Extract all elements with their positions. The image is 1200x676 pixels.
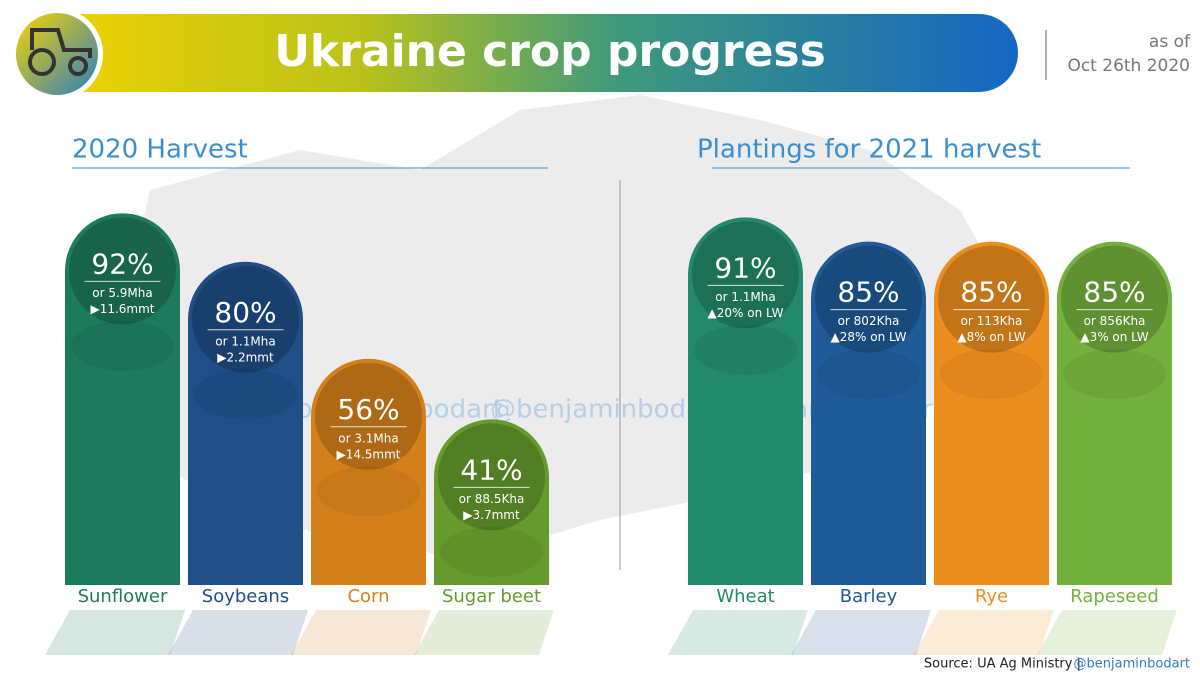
bar-note: ▶2.2mmt [217, 350, 274, 364]
bar-badge [438, 423, 545, 531]
bar-note: or 3.1Mha [338, 431, 399, 445]
section-title: 2020 Harvest [72, 135, 248, 165]
bar-shadow [440, 526, 543, 577]
bar-note: ▲3% on LW [1080, 330, 1148, 344]
value-label: 91% [714, 251, 776, 284]
bar-note: or 5.9Mha [92, 286, 153, 300]
bar-badge [815, 245, 922, 353]
category-label: Sunflower [78, 586, 168, 607]
label-plate [168, 610, 308, 655]
bar-badge [692, 221, 799, 329]
bar-badge [315, 362, 422, 470]
bar-note: or 1.1Mha [215, 334, 276, 348]
bar-note: or 1.1Mha [715, 290, 776, 304]
category-label: Rapeseed [1070, 586, 1159, 607]
handle: @benjaminbodart [1074, 657, 1190, 672]
category-label: Corn [347, 586, 389, 607]
bar [65, 213, 180, 585]
bar [311, 358, 426, 585]
tractor-icon [28, 28, 92, 76]
bar [188, 261, 303, 585]
bar-badge [192, 265, 299, 373]
label-plate [668, 610, 808, 655]
category-label: Soybeans [202, 586, 289, 607]
bar-note: ▲28% on LW [831, 330, 907, 344]
source: Source: UA Ag Ministry | [924, 657, 1081, 672]
value-label: 85% [1083, 276, 1145, 309]
bar-note: ▲8% on LW [957, 330, 1025, 344]
date: Oct 26th 2020 [1067, 56, 1190, 76]
bar-note: ▶11.6mmt [90, 302, 154, 316]
bar [811, 241, 926, 585]
label-plate [914, 610, 1054, 655]
label-plate [414, 610, 554, 655]
watermark: @benjaminbodart [490, 395, 723, 425]
bar [434, 419, 549, 585]
value-label: 85% [837, 276, 899, 309]
bar [688, 217, 803, 585]
bar-shadow [71, 320, 174, 371]
bar-note: or 88.5Kha [459, 492, 525, 506]
category-label: Rye [975, 586, 1008, 607]
icon-disc [16, 13, 98, 95]
bar-badge [938, 245, 1045, 353]
value-label: 85% [960, 276, 1022, 309]
category-label: Wheat [716, 586, 774, 607]
bar-shadow [194, 369, 297, 420]
value-label: 56% [337, 393, 399, 426]
bar-note: or 802Kha [838, 314, 900, 328]
bar-note: or 856Kha [1084, 314, 1146, 328]
bar-note: or 113Kha [961, 314, 1023, 328]
bar-shadow [317, 466, 420, 517]
bar [1057, 241, 1172, 585]
bar-badge [69, 217, 176, 325]
category-label: Barley [840, 586, 898, 607]
as-of: as of [1149, 32, 1191, 52]
header-banner [12, 14, 1018, 92]
section-title: Plantings for 2021 harvest [697, 135, 1041, 165]
label-plate [791, 610, 931, 655]
bar [933, 241, 1049, 585]
value-label: 92% [91, 247, 153, 280]
bar-shadow [940, 349, 1043, 400]
bar-badge [1061, 245, 1168, 353]
value-label: 41% [460, 453, 522, 486]
label-plate [291, 610, 431, 655]
label-plate [1037, 610, 1177, 655]
page-title: Ukraine crop progress [274, 26, 826, 77]
bar-shadow [817, 349, 920, 400]
label-plate [45, 610, 185, 655]
bar-note: ▶14.5mmt [336, 447, 400, 461]
bar-shadow [1063, 349, 1166, 400]
bar-note: ▶3.7mmt [463, 508, 520, 522]
bar-note: ▲20% on LW [708, 306, 784, 320]
value-label: 80% [214, 296, 276, 329]
category-label: Sugar beet [442, 586, 541, 607]
bar-shadow [694, 324, 797, 375]
